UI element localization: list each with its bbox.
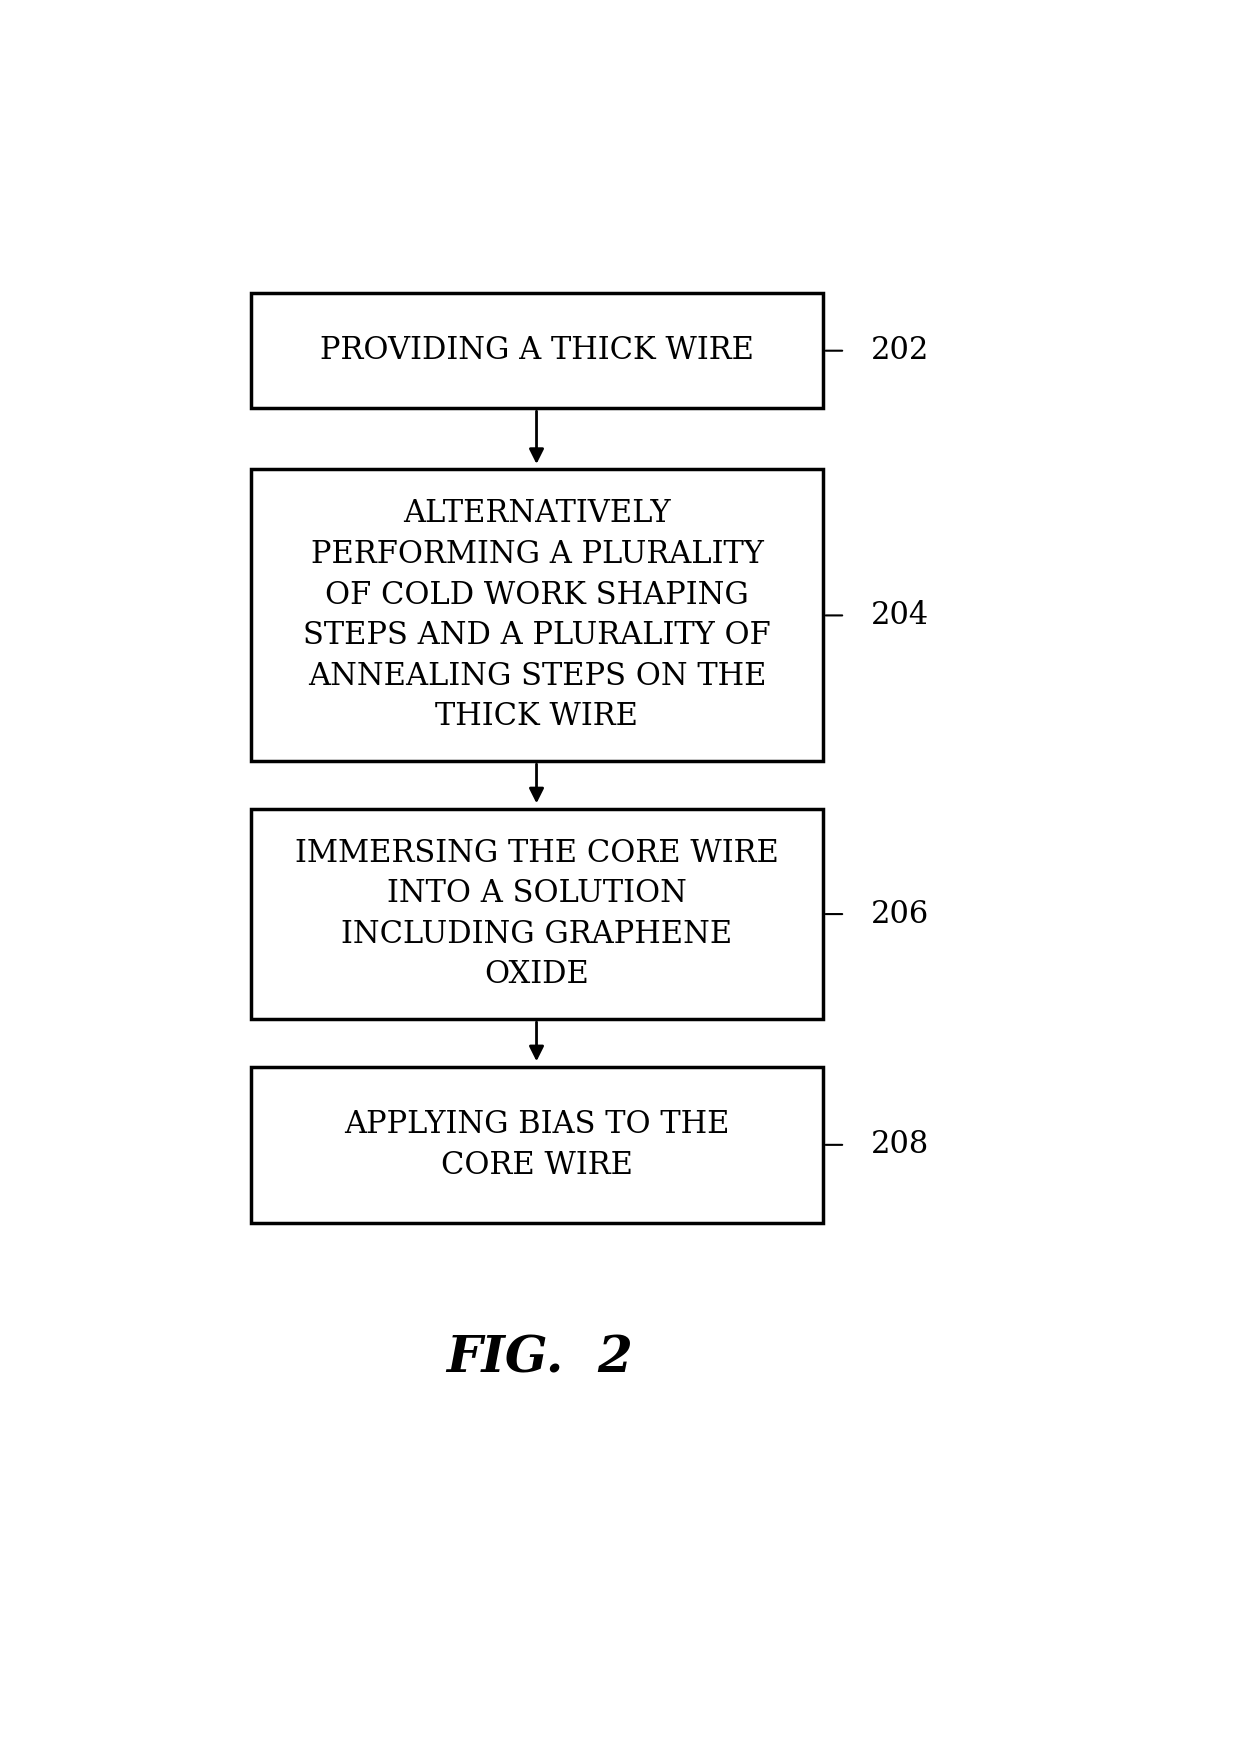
Text: 208: 208 (870, 1130, 929, 1160)
Text: ALTERNATIVELY
PERFORMING A PLURALITY
OF COLD WORK SHAPING
STEPS AND A PLURALITY : ALTERNATIVELY PERFORMING A PLURALITY OF … (303, 499, 771, 732)
Text: 204: 204 (870, 599, 929, 631)
Text: 202: 202 (870, 335, 929, 367)
FancyBboxPatch shape (250, 809, 823, 1019)
FancyBboxPatch shape (250, 293, 823, 409)
Text: IMMERSING THE CORE WIRE
INTO A SOLUTION
INCLUDING GRAPHENE
OXIDE: IMMERSING THE CORE WIRE INTO A SOLUTION … (295, 837, 779, 991)
Text: APPLYING BIAS TO THE
CORE WIRE: APPLYING BIAS TO THE CORE WIRE (345, 1109, 730, 1181)
Text: 206: 206 (870, 899, 929, 929)
FancyBboxPatch shape (250, 469, 823, 762)
FancyBboxPatch shape (250, 1067, 823, 1224)
Text: PROVIDING A THICK WIRE: PROVIDING A THICK WIRE (320, 335, 754, 367)
Text: FIG.  2: FIG. 2 (446, 1335, 632, 1384)
